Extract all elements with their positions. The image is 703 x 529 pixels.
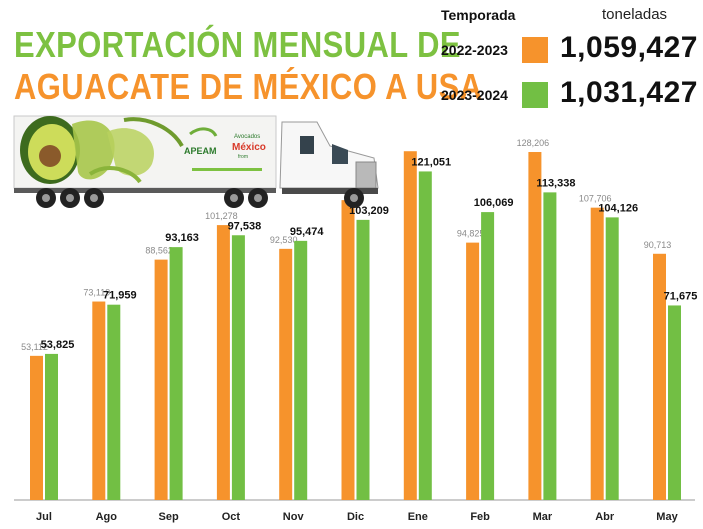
truck-cab	[279, 121, 379, 194]
bar-2022-2023-Oct	[216, 225, 230, 500]
truck-logo-line-2: México	[232, 142, 266, 153]
bar-2022-2023-May	[653, 253, 666, 500]
legend-total-2023: 1,031,427	[560, 76, 698, 109]
legend-header: Temporada	[441, 7, 516, 23]
legend-swatch-2022	[522, 37, 548, 63]
legend-season-2022: 2022-2023	[441, 42, 508, 58]
bar-2022-2023-Mar	[528, 152, 542, 501]
x-tick-label-Ago: Ago	[96, 511, 118, 523]
x-tick-label-May: May	[656, 511, 678, 523]
data-label-2023-2024-Sep: 93,163	[165, 232, 199, 244]
bar-2023-2024-Oct	[231, 235, 245, 500]
trailer-frame	[14, 188, 276, 193]
bar-2023-2024-Abr	[605, 217, 619, 500]
truck-brand: APEAM	[184, 146, 217, 156]
data-label-2023-2024-Mar: 113,338	[536, 177, 575, 189]
truck-logo-line-3: from	[238, 154, 248, 160]
bar-2023-2024-Nov	[294, 240, 308, 500]
data-label-2023-2024-Ago: 71,959	[103, 290, 137, 302]
legend-total-2022: 1,059,427	[560, 31, 698, 64]
x-tick-label-Sep: Sep	[159, 511, 179, 523]
legend-units: toneladas	[602, 6, 668, 23]
data-label-2022-2023-Jul: 53,112	[21, 342, 48, 352]
bar-2023-2024-Ene	[418, 171, 432, 501]
data-label-2022-2023-Abr: 107,706	[579, 194, 612, 204]
bar-2022-2023-Dic	[341, 200, 355, 500]
data-label-2023-2024-Oct: 97,538	[228, 220, 262, 232]
truck-wheels-icon	[36, 188, 364, 208]
bar-2023-2024-Mar	[543, 192, 557, 500]
bar-2022-2023-Sep	[154, 259, 168, 500]
bar-2023-2024-Dic	[356, 219, 370, 501]
bar-2022-2023-Ene	[403, 151, 417, 500]
x-tick-label-Jul: Jul	[36, 511, 52, 523]
x-tick-label-Nov: Nov	[283, 511, 305, 523]
data-label-2022-2023-Sep: 88,562	[145, 246, 173, 256]
data-label-2023-2024-Abr: 104,126	[598, 202, 638, 214]
data-label-2023-2024-May: 71,675	[664, 290, 698, 302]
x-tick-label-Feb: Feb	[470, 511, 490, 523]
truck-illustration: APEAM Avocados México from	[13, 115, 379, 208]
bar-2022-2023-Abr	[590, 207, 604, 500]
apeam-logo-icon: APEAM	[184, 127, 218, 156]
x-tick-label-Dic: Dic	[347, 511, 364, 523]
data-label-2023-2024-Ene: 121,051	[411, 156, 451, 168]
legend-swatch-2023	[522, 82, 548, 108]
bar-2023-2024-Sep	[169, 247, 183, 500]
data-label-2023-2024-Dic: 103,209	[349, 205, 389, 217]
data-label-2022-2023-Mar: 128,206	[517, 138, 550, 148]
trailer-stripe	[192, 168, 262, 171]
bar-2022-2023-Nov	[279, 248, 293, 500]
bar-2022-2023-Ago	[92, 301, 106, 500]
data-label-2022-2023-Ago: 73,119	[83, 288, 110, 298]
data-label-2022-2023-Oct: 101,278	[205, 211, 238, 221]
avocado-artwork-icon	[20, 116, 184, 184]
bar-2022-2023-Jul	[30, 355, 43, 500]
bar-2023-2024-Ago	[107, 304, 121, 500]
data-label-2023-2024-Nov: 95,474	[290, 226, 325, 238]
data-label-2022-2023-Feb: 94,825	[457, 229, 485, 239]
bar-2022-2023-Feb	[466, 242, 480, 500]
x-tick-label-Mar: Mar	[533, 511, 553, 523]
data-label-2023-2024-Jul: 53,825	[41, 339, 75, 351]
data-label-2022-2023-Nov: 92,530	[270, 235, 298, 245]
avocados-from-mexico-logo-icon: Avocados México from	[232, 134, 266, 160]
chart-title-line-1: EXPORTACIÓN MENSUAL DE	[14, 24, 461, 65]
bar-2023-2024-Feb	[481, 212, 495, 500]
data-label-2022-2023-May: 90,713	[644, 240, 672, 250]
truck-logo-line-1: Avocados	[234, 134, 260, 140]
bar-2023-2024-Jul	[45, 353, 58, 500]
chart-title-line-2: AGUACATE DE MÉXICO A USA	[14, 66, 483, 107]
x-tick-label-Ene: Ene	[408, 511, 428, 523]
bar-2023-2024-May	[668, 305, 681, 500]
x-tick-label-Abr: Abr	[595, 511, 615, 523]
x-tick-label-Oct: Oct	[222, 511, 241, 523]
legend-season-2023: 2023-2024	[441, 87, 508, 103]
data-label-2023-2024-Feb: 106,069	[474, 197, 514, 209]
